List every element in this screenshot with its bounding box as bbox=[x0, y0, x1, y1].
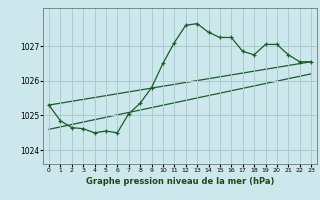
X-axis label: Graphe pression niveau de la mer (hPa): Graphe pression niveau de la mer (hPa) bbox=[86, 177, 274, 186]
